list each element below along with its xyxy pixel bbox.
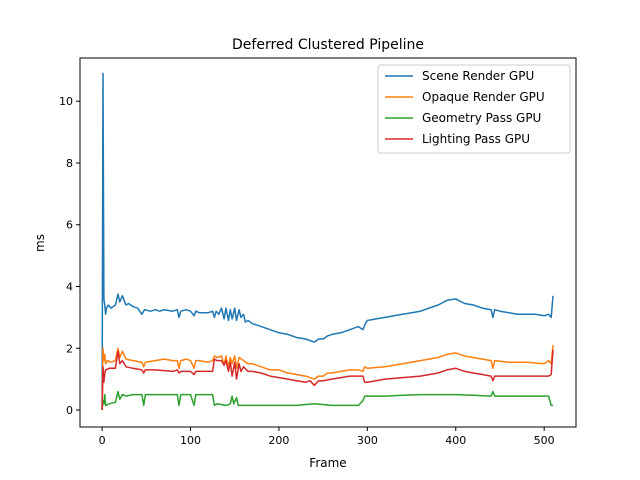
y-tick-label: 6: [66, 219, 73, 232]
y-tick-label: 8: [66, 157, 73, 170]
legend-label: Scene Render GPU: [422, 69, 534, 83]
y-axis: 0 2 4 6 8 10: [59, 95, 80, 417]
series-line-1: [101, 72, 554, 411]
x-tick-label: 0: [99, 434, 106, 447]
x-tick-label: 200: [268, 434, 289, 447]
y-tick-label: 2: [66, 342, 73, 355]
x-axis: 0 100 200 300 400 500: [99, 427, 555, 447]
y-tick-label: 0: [66, 404, 73, 417]
chart-title: Deferred Clustered Pipeline: [232, 37, 424, 53]
series-line-2: [101, 345, 554, 411]
series-line-4: [101, 349, 554, 411]
y-axis-label: ms: [33, 234, 47, 252]
plot-frame: [79, 57, 577, 428]
legend: Scene Render GPU Opaque Render GPU Geometr…: [377, 64, 571, 154]
series-line-3: [101, 390, 553, 411]
legend-box: [377, 64, 571, 154]
y-tick-label: 10: [59, 95, 73, 108]
x-tick-label: 100: [180, 434, 201, 447]
plot-area: [101, 72, 554, 411]
legend-label: Lighting Pass GPU: [422, 132, 530, 146]
x-axis-label: Frame: [309, 456, 346, 470]
x-tick-label: 500: [534, 434, 555, 447]
legend-label: Opaque Render GPU: [422, 90, 545, 104]
x-tick-label: 400: [445, 434, 466, 447]
y-tick-label: 4: [66, 281, 73, 294]
legend-label: Geometry Pass GPU: [422, 111, 541, 125]
x-tick-label: 300: [357, 434, 378, 447]
